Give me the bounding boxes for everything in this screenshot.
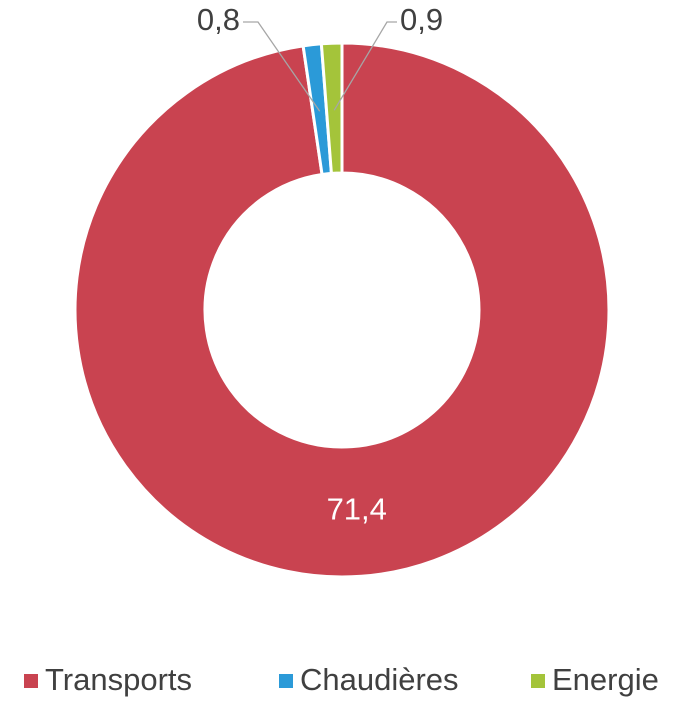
leader-line xyxy=(333,21,397,111)
legend-label: Energie xyxy=(552,662,659,697)
legend-label: Chaudières xyxy=(300,662,459,697)
legend-swatch xyxy=(531,674,545,688)
leader-line xyxy=(243,21,321,112)
donut-slice xyxy=(319,41,344,176)
legend-label: Transports xyxy=(45,662,192,697)
legend-swatch xyxy=(24,674,38,688)
legend-swatch xyxy=(279,674,293,688)
data-label: 71,4 xyxy=(327,492,387,527)
data-label: 0,8 xyxy=(197,2,240,37)
donut-slice xyxy=(73,41,611,579)
data-label: 0,9 xyxy=(400,2,443,37)
